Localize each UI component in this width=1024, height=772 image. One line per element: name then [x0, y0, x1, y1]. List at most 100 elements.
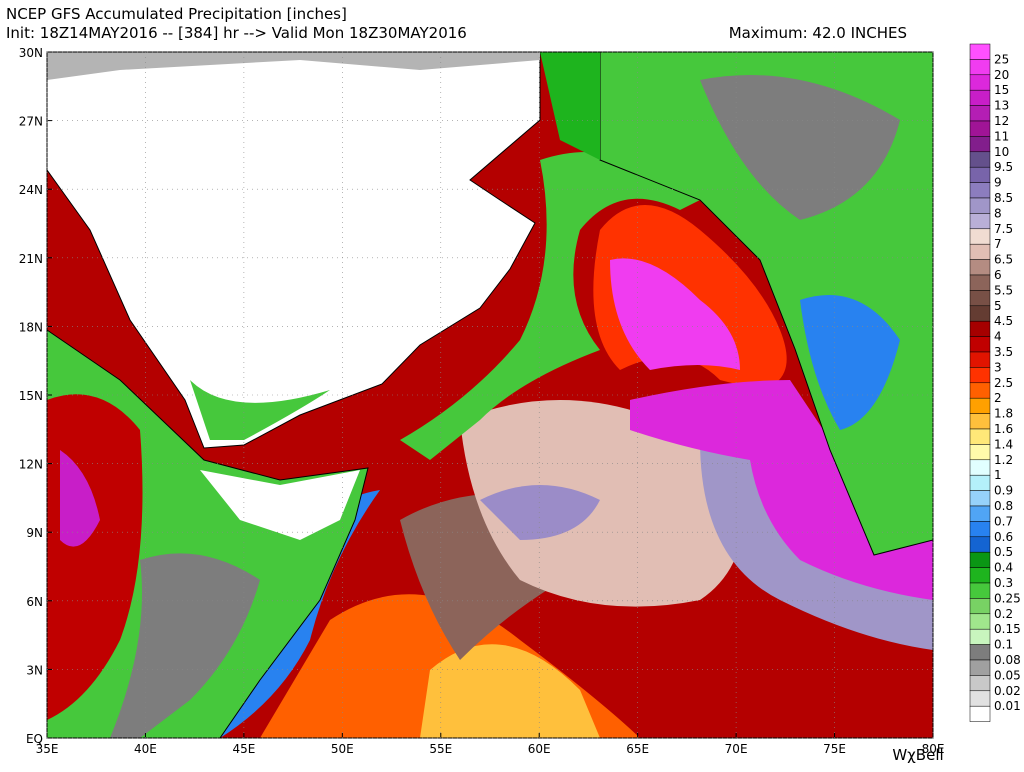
colorbar-box: [969, 459, 991, 476]
colorbar-label: 0.15: [994, 622, 1021, 636]
precip-magenta2: [630, 380, 933, 600]
colorbar-label: 0.9: [994, 484, 1013, 498]
colorbar-box: [969, 290, 991, 307]
north-gray: [47, 52, 540, 80]
india-gray: [700, 75, 900, 220]
colorbar-box: [969, 567, 991, 584]
colorbar-box: [969, 675, 991, 692]
lat-label: 30N: [19, 46, 43, 60]
colorbar-box: [969, 105, 991, 122]
lon-label: 65E: [626, 742, 649, 756]
colorbar-box: [969, 166, 991, 183]
colorbar-box: [969, 397, 991, 414]
lon-label: 45E: [232, 742, 255, 756]
colorbar-label: 0.4: [994, 561, 1013, 575]
ethiopia-magenta: [60, 450, 100, 547]
colorbar-box: [969, 659, 991, 676]
colorbar-label: 8: [994, 206, 1002, 220]
colorbar-box: [969, 259, 991, 276]
colorbar-label: 0.02: [994, 684, 1021, 698]
colorbar-box: [969, 243, 991, 260]
lon-label: 50E: [331, 742, 354, 756]
colorbar-label: 0.01: [994, 699, 1021, 713]
colorbar-box: [969, 613, 991, 630]
colorbar-box: [969, 59, 991, 76]
colorbar-box: [969, 351, 991, 368]
watermark: WχBell: [892, 746, 943, 764]
colorbar-label: 0.7: [994, 514, 1013, 528]
precip-yellow: [420, 644, 600, 738]
colorbar-box: [969, 228, 991, 245]
colorbar-box: [969, 413, 991, 430]
colorbar: 252015131211109.598.587.576.565.554.543.…: [969, 43, 1021, 722]
lon-label: 40E: [134, 742, 157, 756]
colorbar-box: [969, 274, 991, 291]
colorbar-label: 12: [994, 114, 1009, 128]
colorbar-box: [969, 690, 991, 707]
precip-magenta: [610, 258, 740, 370]
colorbar-label: 0.2: [994, 607, 1013, 621]
lat-label: EQ: [26, 732, 43, 746]
colorbar-box: [969, 136, 991, 153]
colorbar-box: [969, 182, 991, 199]
colorbar-label: 20: [994, 68, 1009, 82]
arabia-land: [46, 51, 541, 449]
colorbar-box: [969, 505, 991, 522]
colorbar-label: 0.6: [994, 530, 1013, 544]
lon-label: 70E: [725, 742, 748, 756]
colorbar-label: 8.5: [994, 191, 1013, 205]
colorbar-box: [969, 43, 991, 60]
lon-label: 55E: [429, 742, 452, 756]
colorbar-box: [969, 428, 991, 445]
colorbar-box: [969, 644, 991, 661]
colorbar-label: 6: [994, 268, 1002, 282]
lat-label: 27N: [19, 115, 43, 129]
colorbar-label: 0.25: [994, 591, 1021, 605]
colorbar-label: 1.2: [994, 453, 1013, 467]
colorbar-label: 3.5: [994, 345, 1013, 359]
colorbar-label: 11: [994, 129, 1009, 143]
colorbar-label: 15: [994, 83, 1009, 97]
colorbar-label: 25: [994, 52, 1009, 66]
colorbar-label: 0.08: [994, 653, 1021, 667]
colorbar-box: [969, 336, 991, 353]
lon-label: 75E: [823, 742, 846, 756]
colorbar-label: 1.8: [994, 407, 1013, 421]
colorbar-label: 1.4: [994, 437, 1013, 451]
colorbar-label: 5: [994, 299, 1002, 313]
kenya-gray: [110, 553, 260, 738]
colorbar-label: 0.05: [994, 668, 1021, 682]
colorbar-label: 4: [994, 330, 1002, 344]
colorbar-label: 2.5: [994, 376, 1013, 390]
colorbar-label: 6.5: [994, 253, 1013, 267]
lon-label: 60E: [528, 742, 551, 756]
lat-label: 12N: [19, 458, 43, 472]
map: [46, 51, 934, 739]
colorbar-label: 0.5: [994, 545, 1013, 559]
yemen-green: [190, 380, 330, 440]
colorbar-box: [969, 551, 991, 568]
colorbar-box: [969, 213, 991, 230]
lon-label: 80E: [922, 742, 945, 756]
colorbar-label: 9: [994, 176, 1002, 190]
colorbar-label: 1: [994, 468, 1002, 482]
colorbar-label: 3: [994, 360, 1002, 374]
precip-green-coast: [400, 152, 700, 460]
lat-label: 6N: [26, 595, 43, 609]
colorbar-label: 10: [994, 145, 1009, 159]
colorbar-label: 0.8: [994, 499, 1013, 513]
colorbar-box: [969, 89, 991, 106]
colorbar-box: [969, 382, 991, 399]
india-blue: [800, 295, 900, 430]
colorbar-box: [969, 444, 991, 461]
colorbar-label: 0.3: [994, 576, 1013, 590]
colorbar-box: [969, 367, 991, 384]
lat-label: 15N: [19, 389, 43, 403]
colorbar-label: 9.5: [994, 160, 1013, 174]
precip-pale: [460, 400, 745, 607]
colorbar-label: 7: [994, 237, 1002, 251]
colorbar-label: 13: [994, 99, 1009, 113]
lon-label: 35E: [36, 742, 59, 756]
